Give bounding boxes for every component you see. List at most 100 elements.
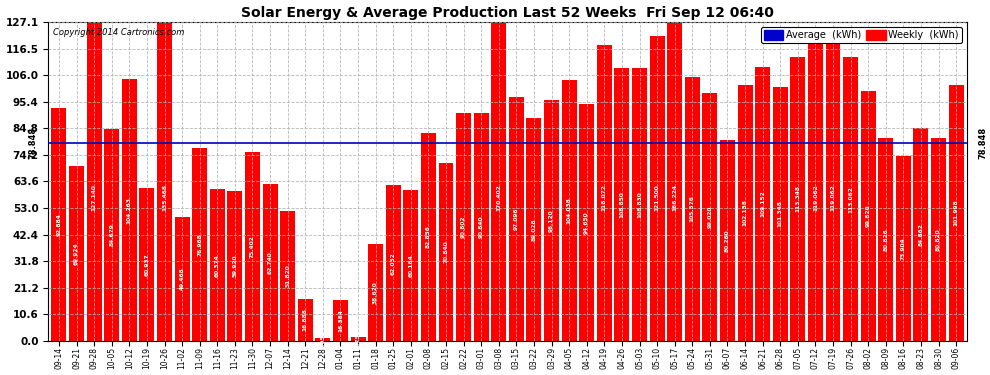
Text: 60.164: 60.164 xyxy=(408,254,413,277)
Text: 135.468: 135.468 xyxy=(162,184,167,211)
Text: 127.140: 127.140 xyxy=(92,184,97,211)
Bar xyxy=(720,140,735,341)
Text: 70.840: 70.840 xyxy=(444,241,448,263)
Text: 104.038: 104.038 xyxy=(566,197,571,224)
Bar xyxy=(245,152,260,341)
Text: 96.120: 96.120 xyxy=(549,209,554,232)
Bar xyxy=(174,217,189,341)
Bar xyxy=(790,57,805,341)
Bar xyxy=(157,22,172,341)
Bar xyxy=(51,108,66,341)
Bar xyxy=(632,68,647,341)
Bar xyxy=(140,188,154,341)
Text: 121.500: 121.500 xyxy=(654,184,659,211)
Text: 113.062: 113.062 xyxy=(848,186,853,213)
Text: Copyright 2014 Cartronics.com: Copyright 2014 Cartronics.com xyxy=(53,28,184,38)
Text: 97.096: 97.096 xyxy=(514,208,519,230)
Bar xyxy=(843,57,858,341)
Text: 109.152: 109.152 xyxy=(760,190,765,217)
Title: Solar Energy & Average Production Last 52 Weeks  Fri Sep 12 06:40: Solar Energy & Average Production Last 5… xyxy=(242,6,774,20)
Bar xyxy=(667,22,682,341)
Text: 99.020: 99.020 xyxy=(708,206,713,228)
Text: 73.904: 73.904 xyxy=(901,237,906,260)
Text: 101.998: 101.998 xyxy=(953,200,958,226)
Bar xyxy=(262,183,277,341)
Text: 94.650: 94.650 xyxy=(584,211,589,234)
Text: 80.260: 80.260 xyxy=(725,229,730,252)
Text: 113.348: 113.348 xyxy=(795,185,800,212)
Bar xyxy=(738,85,752,341)
Bar xyxy=(878,138,893,341)
Bar xyxy=(333,300,347,341)
Bar xyxy=(914,128,929,341)
Text: 1.053: 1.053 xyxy=(321,330,326,349)
Bar xyxy=(579,104,594,341)
Text: 38.620: 38.620 xyxy=(373,281,378,304)
Bar xyxy=(948,85,963,341)
Text: 62.032: 62.032 xyxy=(391,252,396,274)
Text: 104.263: 104.263 xyxy=(127,197,132,223)
Text: 108.830: 108.830 xyxy=(637,191,642,218)
Text: 49.468: 49.468 xyxy=(179,267,184,290)
Text: 118.072: 118.072 xyxy=(602,184,607,211)
Bar xyxy=(473,113,489,341)
Bar xyxy=(808,42,823,341)
Text: 80.820: 80.820 xyxy=(937,228,941,251)
Text: 170.402: 170.402 xyxy=(496,184,501,211)
Text: 1.752: 1.752 xyxy=(355,329,360,348)
Bar xyxy=(386,185,401,341)
Bar xyxy=(860,90,876,341)
Bar xyxy=(597,45,612,341)
Bar xyxy=(368,244,383,341)
Text: 166.224: 166.224 xyxy=(672,184,677,211)
Text: 102.138: 102.138 xyxy=(742,200,747,226)
Bar xyxy=(702,93,718,341)
Bar xyxy=(421,133,436,341)
Bar xyxy=(773,87,788,341)
Text: 84.862: 84.862 xyxy=(919,223,924,246)
Bar xyxy=(192,148,207,341)
Bar xyxy=(280,211,295,341)
Bar xyxy=(439,163,453,341)
Text: 119.062: 119.062 xyxy=(831,184,836,211)
Bar xyxy=(298,298,313,341)
Bar xyxy=(350,336,365,341)
Bar xyxy=(649,36,664,341)
Bar xyxy=(104,129,119,341)
Text: 62.740: 62.740 xyxy=(267,251,272,274)
Bar xyxy=(896,156,911,341)
Bar xyxy=(685,76,700,341)
Text: 51.820: 51.820 xyxy=(285,265,290,287)
Text: 75.402: 75.402 xyxy=(249,235,255,258)
Bar xyxy=(527,118,542,341)
Text: 108.850: 108.850 xyxy=(620,191,625,218)
Legend: Average  (kWh), Weekly  (kWh): Average (kWh), Weekly (kWh) xyxy=(760,27,962,43)
Bar xyxy=(544,100,559,341)
Text: 16.384: 16.384 xyxy=(338,309,343,332)
Bar xyxy=(826,42,841,341)
Text: 82.856: 82.856 xyxy=(426,226,431,249)
Bar xyxy=(403,190,419,341)
Text: 78.848: 78.848 xyxy=(978,127,987,159)
Text: 119.062: 119.062 xyxy=(813,184,818,211)
Bar xyxy=(69,165,84,341)
Text: 101.348: 101.348 xyxy=(778,200,783,227)
Text: 99.820: 99.820 xyxy=(865,204,870,227)
Text: 78.848: 78.848 xyxy=(28,127,37,159)
Bar xyxy=(561,80,576,341)
Bar xyxy=(228,190,243,341)
Text: 60.937: 60.937 xyxy=(145,253,149,276)
Text: 90.802: 90.802 xyxy=(461,216,466,238)
Text: 84.679: 84.679 xyxy=(109,224,114,246)
Text: 90.840: 90.840 xyxy=(479,216,484,238)
Bar xyxy=(509,98,524,341)
Text: 69.924: 69.924 xyxy=(74,242,79,264)
Bar xyxy=(316,338,331,341)
Text: 89.028: 89.028 xyxy=(532,218,537,241)
Text: 59.920: 59.920 xyxy=(233,255,238,277)
Text: 76.968: 76.968 xyxy=(197,233,202,256)
Bar xyxy=(491,22,506,341)
Bar xyxy=(456,113,471,341)
Text: 80.826: 80.826 xyxy=(883,228,888,251)
Bar xyxy=(755,67,770,341)
